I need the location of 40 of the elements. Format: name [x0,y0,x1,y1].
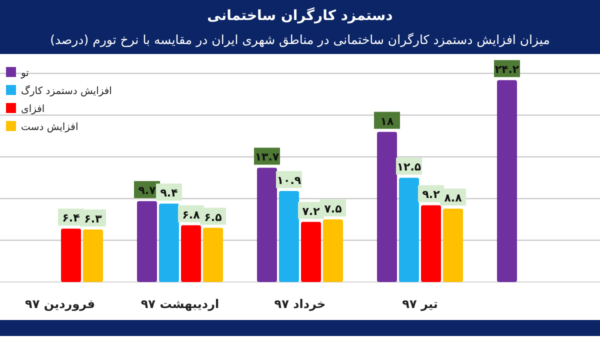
legend-label: افزایش دستمزد کارگ [21,85,112,97]
x-tick-label: تیر ۹۷ [402,297,438,311]
data-label: ۷.۵ [324,202,342,216]
data-label: ۱۸ [380,114,394,128]
data-label: ۱۳.۷ [254,150,280,164]
data-label: ۹.۷ [138,184,156,198]
x-tick-label: خرداد ۹۷ [274,297,326,311]
legend-label: افزای [21,104,45,115]
data-label: ۷.۲ [302,204,320,218]
legend-label: تو [20,68,30,79]
bar [181,225,201,282]
bar [61,228,81,282]
bar [443,208,463,282]
data-label: ۲۴.۲ [494,63,520,76]
data-label: ۶.۵ [204,210,222,224]
data-label: ۱۲.۵ [396,160,422,174]
legend-label: افزایش دست [21,122,78,133]
chart-title: دستمزد کارگران ساختمانی [207,7,393,24]
bar [301,222,321,282]
data-label: ۶.۴ [62,212,80,225]
x-tick-label: فروردین ۹۷ [25,297,95,311]
bar [399,178,419,282]
chart-subtitle: میزان افزایش دستمزد کارگران ساختمانی در مناطق شهری ایران در مقایسه با نرخ تورم (درصد) [50,32,550,48]
data-label: ۱۰.۹ [276,174,302,188]
bar [137,201,157,282]
bar [421,205,441,282]
data-label: ۸.۸ [444,192,462,205]
bar [323,219,343,282]
data-label: ۶.۸ [182,208,200,222]
bar [279,191,299,282]
bar [257,168,277,282]
x-tick-label: اردیبهشت ۹۷ [140,297,220,311]
data-label: ۹.۴ [160,186,178,200]
bar [203,228,223,282]
bar [377,132,397,282]
data-label: ۹.۲ [422,188,440,202]
bar [83,229,103,282]
bar [159,204,179,282]
bar [497,80,517,282]
data-label: ۶.۳ [84,212,102,226]
